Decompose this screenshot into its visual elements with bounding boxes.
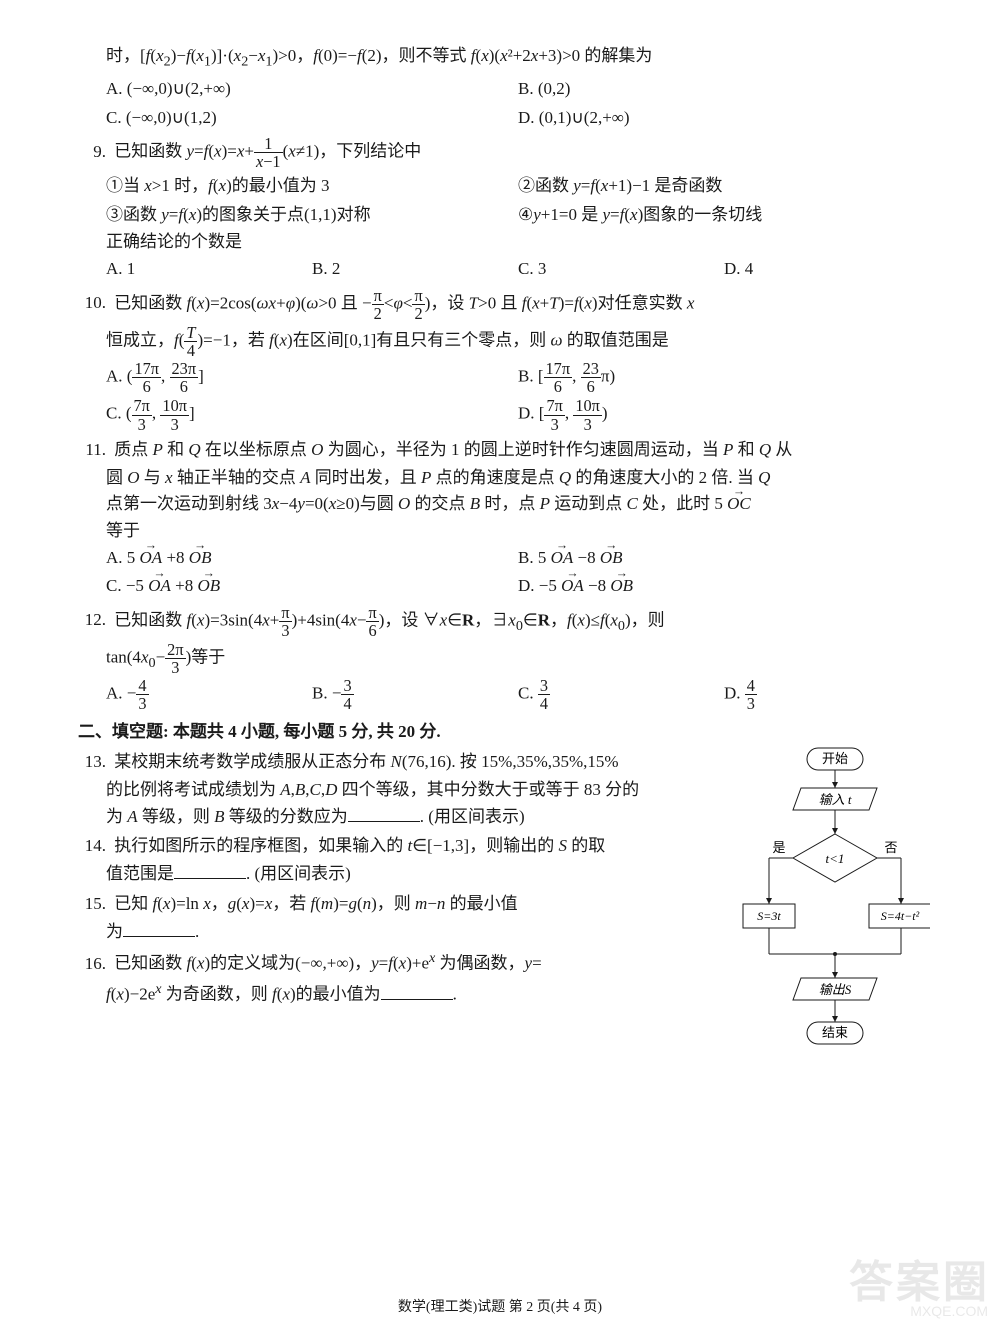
svg-text:开始: 开始 <box>822 751 848 766</box>
q10-choices: A. (17π6, 23π6] B. [17π6, 236π) C. (7π3,… <box>70 359 930 434</box>
q12-D: D. 43 <box>724 676 930 713</box>
q15-num: 15. <box>78 891 110 917</box>
q11-D: D. −5 OA −8 OB <box>518 572 930 600</box>
q14-num: 14. <box>78 833 110 859</box>
q9-A: A. 1 <box>106 255 312 283</box>
q9-sub1: ①当 x>1 时，f(x)的最小值为 3 <box>106 172 518 200</box>
q10-line2: 恒成立，f(T4)=−1，若 f(x)在区间[0,1]有且只有三个零点，则 ω … <box>70 324 930 359</box>
q13-num: 13. <box>78 749 110 775</box>
q8-choices: A. (−∞,0)∪(2,+∞) B. (0,2) C. (−∞,0)∪(1,2… <box>70 75 930 132</box>
q9-sub4: ④y+1=0 是 y=f(x)图象的一条切线 <box>518 201 930 229</box>
q13-l2: 的比例将考试成绩划为 A,B,C,D 四个等级，其中分数大于或等于 83 分的 <box>70 777 727 803</box>
q9-sub3: ③函数 y=f(x)的图象关于点(1,1)对称 <box>106 201 518 229</box>
svg-text:是: 是 <box>772 840 785 855</box>
q9-tail: 正确结论的个数是 <box>70 229 930 255</box>
q8-C: C. (−∞,0)∪(1,2) <box>106 104 518 132</box>
q11-line2: 圆 O 与 x 轴正半轴的交点 A 同时出发，且 P 点的角速度是点 Q 的角速… <box>70 465 930 491</box>
svg-text:S=3t: S=3t <box>757 909 781 923</box>
watermark-sub: MXQE.COM <box>910 1301 988 1323</box>
q9-C: C. 3 <box>518 255 724 283</box>
svg-text:结束: 结束 <box>822 1025 848 1040</box>
q11-C: C. −5 OA +8 OB <box>106 572 518 600</box>
q8-stem: 时，[f(x2)−f(x1)]·(x2−x1)>0，f(0)=−f(2)，则不等… <box>70 43 930 73</box>
q15: 15. 已知 f(x)=ln x，g(x)=x，若 f(m)=g(n)，则 m−… <box>70 891 727 917</box>
flowchart: 开始输入 t t<1 是 否 S=3t S=4t−t² 输出S 结束 <box>727 746 930 1099</box>
q10-D: D. [7π3, 10π3) <box>518 396 930 433</box>
q15-l2: 为. <box>70 919 727 945</box>
q12-A: A. −43 <box>106 676 312 713</box>
page: 时，[f(x2)−f(x1)]·(x2−x1)>0，f(0)=−f(2)，则不等… <box>0 0 1000 1333</box>
flowchart-svg: 开始输入 t t<1 是 否 S=3t S=4t−t² 输出S 结束 <box>735 746 930 1091</box>
q11-num: 11. <box>78 437 110 463</box>
svg-text:输入 t: 输入 t <box>819 792 852 807</box>
q9-B: B. 2 <box>312 255 518 283</box>
q16-num: 16. <box>78 951 110 977</box>
q9-subs: ①当 x>1 时，f(x)的最小值为 3 ②函数 y=f(x+1)−1 是奇函数… <box>70 172 930 229</box>
q10-C: C. (7π3, 10π3] <box>106 396 518 433</box>
q9-D: D. 4 <box>724 255 930 283</box>
q10-num: 10. <box>78 290 110 316</box>
q11: 11. 质点 P 和 Q 在以坐标原点 O 为圆心，半径为 1 的圆上逆时针作匀… <box>70 437 930 463</box>
q11-line3: 点第一次运动到射线 3x−4y=0(x≥0)与圆 O 的交点 B 时，点 P 运… <box>70 491 930 517</box>
q12-C: C. 34 <box>518 676 724 713</box>
q8-B: B. (0,2) <box>518 75 930 103</box>
q8-D: D. (0,1)∪(2,+∞) <box>518 104 930 132</box>
q14: 14. 执行如图所示的程序框图，如果输入的 t∈[−1,3]，则输出的 S 的取 <box>70 833 727 859</box>
q12-line2: tan(4x0−2π3)等于 <box>70 641 930 676</box>
section-2-title: 二、填空题: 本题共 4 小题, 每小题 5 分, 共 20 分. <box>70 719 930 745</box>
q13: 13. 某校期末统考数学成绩服从正态分布 N(76,16). 按 15%,35%… <box>70 749 727 775</box>
q16-l2: f(x)−2ex 为奇函数，则 f(x)的最小值为. <box>70 979 727 1008</box>
svg-text:输出S: 输出S <box>819 982 852 997</box>
q9-num: 9. <box>78 139 110 165</box>
q13-l3: 为 A 等级，则 B 等级的分数应为. (用区间表示) <box>70 804 727 830</box>
svg-text:S=4t−t²: S=4t−t² <box>881 909 920 923</box>
watermark-main: 答案圈 <box>849 1261 990 1305</box>
q9: 9. 已知函数 y=f(x)=x+1x−1(x≠1)，下列结论中 <box>70 135 930 170</box>
q9-choices: A. 1 B. 2 C. 3 D. 4 <box>70 255 930 283</box>
q10-A: A. (17π6, 23π6] <box>106 359 518 396</box>
svg-text:否: 否 <box>884 840 897 855</box>
q14-l2: 值范围是. (用区间表示) <box>70 861 727 887</box>
q12-choices: A. −43 B. −34 C. 34 D. 43 <box>70 676 930 713</box>
q12-B: B. −34 <box>312 676 518 713</box>
q11-choices: A. 5 OA +8 OB B. 5 OA −8 OB C. −5 OA +8 … <box>70 544 930 601</box>
q10-B: B. [17π6, 236π) <box>518 359 930 396</box>
q16: 16. 已知函数 f(x)的定义域为(−∞,+∞)，y=f(x)+ex 为偶函数… <box>70 948 727 977</box>
q12-num: 12. <box>78 607 110 633</box>
q12: 12. 已知函数 f(x)=3sin(4x+π3)+4sin(4x−π6)，设 … <box>70 604 930 639</box>
svg-text:t<1: t<1 <box>826 851 845 866</box>
q10: 10. 已知函数 f(x)=2cos(ωx+φ)(ω>0 且 −π2<φ<π2)… <box>70 287 930 322</box>
q8-A: A. (−∞,0)∪(2,+∞) <box>106 75 518 103</box>
q9-sub2: ②函数 y=f(x+1)−1 是奇函数 <box>518 172 930 200</box>
section2-body: 13. 某校期末统考数学成绩服从正态分布 N(76,16). 按 15%,35%… <box>70 746 930 1099</box>
